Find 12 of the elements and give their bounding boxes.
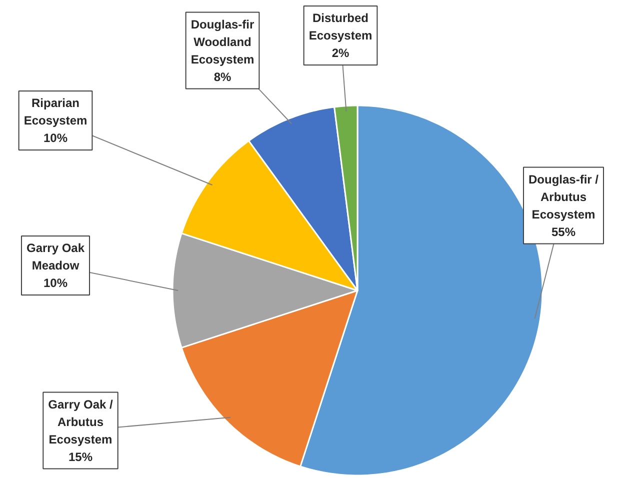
slice-label: Garry Oak / Arbutus Ecosystem [48,397,114,446]
data-label: 15% [68,450,93,464]
data-label: 10% [43,276,68,290]
slice-label: Riparian Ecosystem [24,96,88,128]
slice-label: Disturbed Ecosystem [308,11,372,42]
data-label: 55% [551,224,576,239]
data-label: 8% [214,70,232,84]
slice-label: Douglas-fir / Arbutus Ecosystem [528,172,600,222]
slice-label: Garry Oak Meadow [26,241,85,272]
data-label: 2% [332,46,350,60]
data-label: 10% [43,131,68,145]
slice-label: Douglas-fir Woodland Ecosystem [190,17,254,66]
